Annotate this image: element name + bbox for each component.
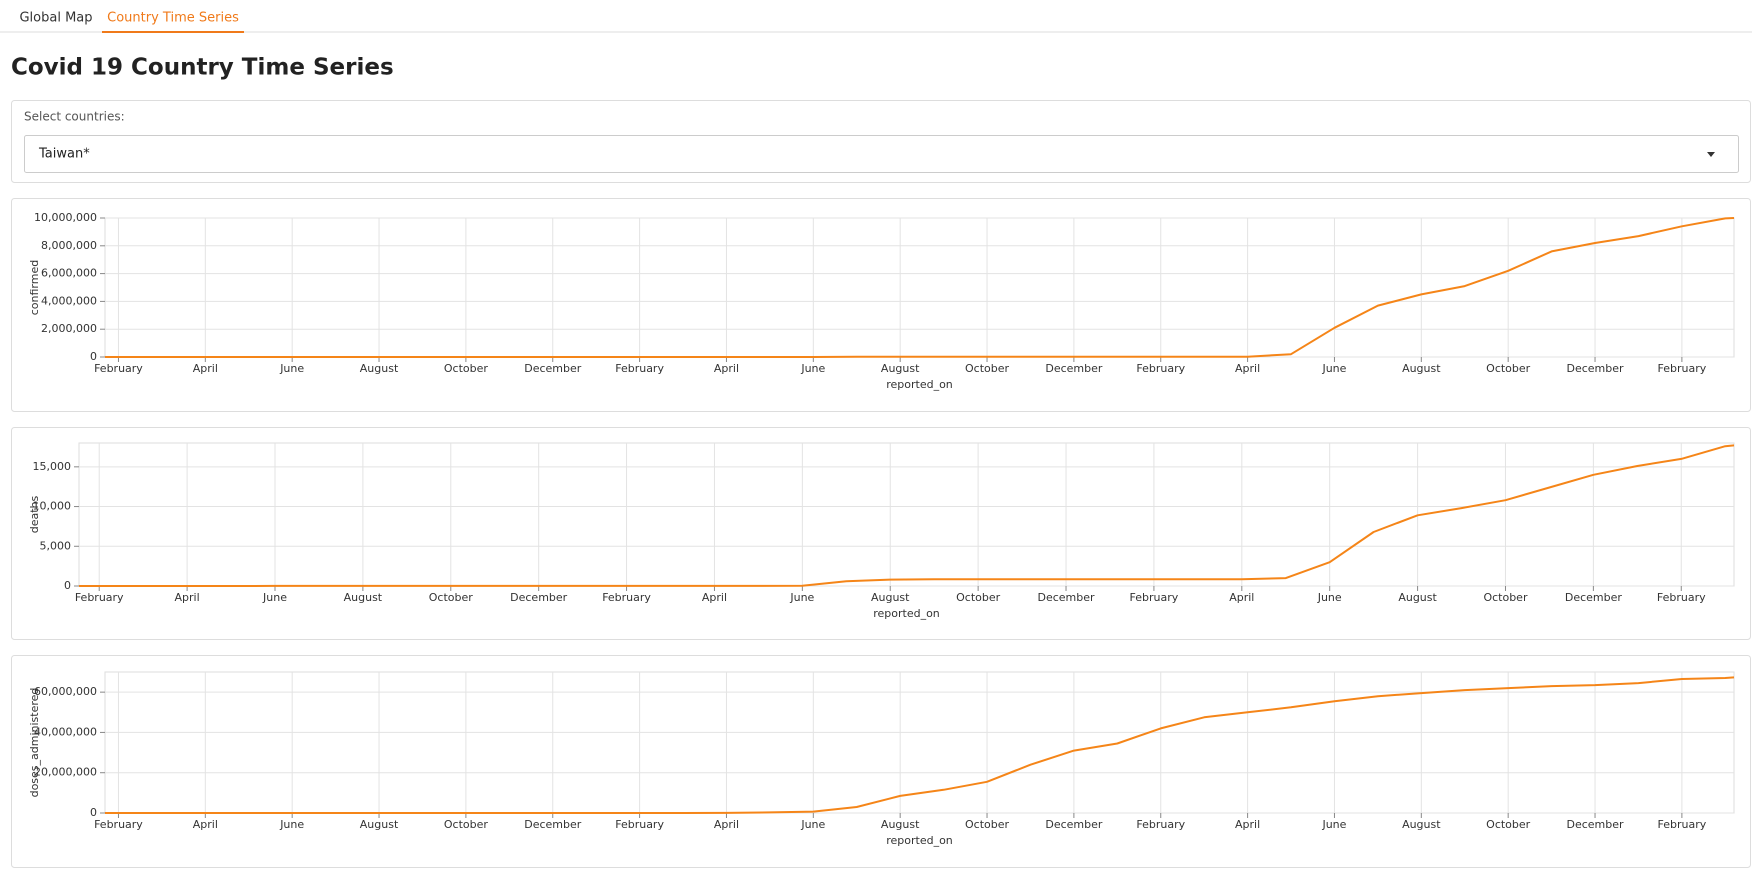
y-tick-label: 0 — [64, 579, 71, 592]
x-tick-label: December — [1037, 591, 1095, 604]
select-box[interactable] — [24, 135, 1739, 173]
x-tick-label: August — [360, 362, 399, 375]
x-tick-label: February — [1657, 591, 1706, 604]
x-tick-label: December — [524, 818, 582, 831]
x-tick-label: February — [1136, 362, 1185, 375]
y-tick-label: 6,000,000 — [41, 267, 97, 280]
x-tick-label: June — [800, 818, 825, 831]
x-tick-label: April — [714, 362, 739, 375]
y-axis-title: doses_administered — [28, 688, 41, 798]
page-title: Covid 19 Country Time Series — [11, 55, 394, 81]
x-tick-label: February — [1130, 591, 1179, 604]
select-caret — [1707, 152, 1715, 157]
x-tick-label: October — [1486, 818, 1530, 831]
select-label: Select countries: — [24, 110, 125, 124]
y-tick-label: 5,000 — [40, 539, 72, 552]
x-tick-label: June — [1317, 591, 1342, 604]
data-line — [105, 676, 1735, 814]
x-tick-label: August — [1402, 362, 1441, 375]
select-value: Taiwan* — [38, 147, 90, 162]
x-tick-label: February — [1658, 362, 1707, 375]
y-tick-label: 10,000 — [33, 500, 72, 513]
x-tick-label: October — [444, 818, 488, 831]
x-tick-label: June — [1321, 818, 1346, 831]
x-tick-label: April — [1235, 362, 1260, 375]
x-tick-label: June — [262, 591, 287, 604]
y-tick-label: 40,000,000 — [34, 725, 97, 738]
y-tick-label: 4,000,000 — [41, 294, 97, 307]
x-tick-label: April — [175, 591, 200, 604]
x-tick-label: April — [193, 818, 218, 831]
y-tick-label: 0 — [90, 350, 97, 363]
x-tick-label: February — [1136, 818, 1185, 831]
x-tick-label: June — [279, 362, 304, 375]
x-tick-label: June — [1321, 362, 1346, 375]
x-tick-label: April — [714, 818, 739, 831]
x-tick-label: February — [75, 591, 124, 604]
chart-panel — [11, 198, 1751, 412]
x-tick-label: December — [524, 362, 582, 375]
chart-panel — [11, 655, 1751, 868]
y-tick-label: 2,000,000 — [41, 322, 97, 335]
x-tick-label: October — [429, 591, 473, 604]
x-tick-label: October — [956, 591, 1000, 604]
x-tick-label: April — [1229, 591, 1254, 604]
x-tick-label: October — [444, 362, 488, 375]
x-tick-label: February — [615, 818, 664, 831]
x-tick-label: August — [360, 818, 399, 831]
data-line — [105, 217, 1735, 358]
y-axis-title: deaths — [28, 495, 41, 533]
x-tick-label: April — [193, 362, 218, 375]
y-tick-label: 60,000,000 — [34, 685, 97, 698]
x-tick-label: October — [1483, 591, 1527, 604]
x-tick-label: April — [1235, 818, 1260, 831]
y-tick-label: 20,000,000 — [34, 766, 97, 779]
y-tick-label: 0 — [90, 806, 97, 819]
x-tick-label: February — [602, 591, 651, 604]
x-tick-label: December — [1565, 591, 1623, 604]
x-tick-label: August — [871, 591, 910, 604]
y-tick-label: 10,000,000 — [34, 211, 97, 224]
y-tick-label: 15,000 — [33, 460, 72, 473]
x-tick-label: April — [702, 591, 727, 604]
x-tick-label: October — [1486, 362, 1530, 375]
tab-active[interactable]: Country Time Series — [107, 11, 239, 26]
x-tick-label: June — [800, 362, 825, 375]
x-tick-label: February — [94, 362, 143, 375]
x-tick-label: February — [94, 818, 143, 831]
x-tick-label: August — [1398, 591, 1437, 604]
x-tick-label: December — [1567, 362, 1625, 375]
x-tick-label: August — [344, 591, 383, 604]
y-axis-title: confirmed — [28, 260, 41, 315]
data-line — [79, 444, 1735, 587]
x-tick-label: December — [1045, 818, 1103, 831]
y-tick-label: 8,000,000 — [41, 239, 97, 252]
x-axis-title: reported_on — [873, 607, 940, 620]
x-tick-label: December — [1045, 362, 1103, 375]
x-tick-label: October — [965, 818, 1009, 831]
x-tick-label: August — [1402, 818, 1441, 831]
x-axis-title: reported_on — [886, 834, 953, 847]
tab[interactable]: Global Map — [19, 11, 92, 26]
x-tick-label: December — [510, 591, 568, 604]
x-tick-label: February — [615, 362, 664, 375]
x-axis-title: reported_on — [886, 378, 953, 391]
x-tick-label: June — [789, 591, 814, 604]
x-tick-label: October — [965, 362, 1009, 375]
x-tick-label: February — [1658, 818, 1707, 831]
x-tick-label: December — [1567, 818, 1625, 831]
x-tick-label: August — [881, 818, 920, 831]
x-tick-label: August — [881, 362, 920, 375]
x-tick-label: June — [279, 818, 304, 831]
